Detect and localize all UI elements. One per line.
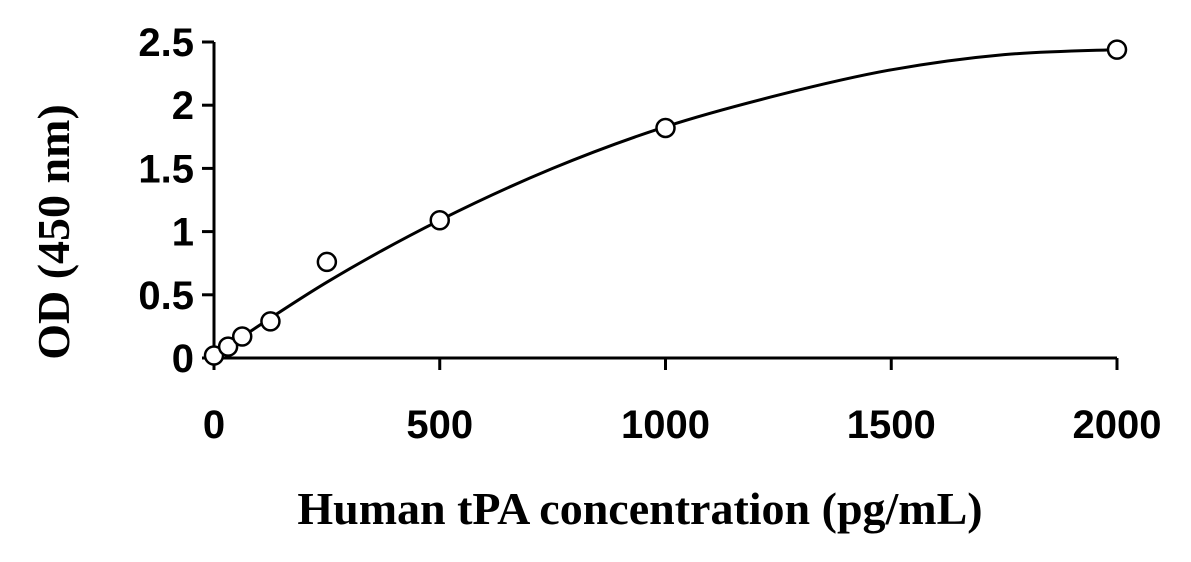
data-points-layer [203, 39, 1128, 366]
y-tick-label: 1.5 [138, 147, 194, 191]
data-point [316, 251, 338, 273]
tick-labels-layer: 0 0.5 1 1.5 2 2.5 0 500 1000 1500 2000 [138, 21, 1161, 447]
y-tick-label: 1 [172, 211, 194, 255]
y-tick-label: 2 [172, 84, 194, 128]
y-tick-label: 0 [172, 337, 194, 381]
y-axis-title: OD (450 nm) [28, 104, 79, 360]
x-tick-label: 1000 [621, 403, 710, 447]
data-point [217, 336, 239, 357]
y-tick-label: 2.5 [138, 21, 194, 65]
y-tick-label: 0.5 [138, 274, 194, 318]
x-tick-label: 0 [203, 403, 225, 447]
x-tick-label: 2000 [1073, 403, 1162, 447]
x-axis-title: Human tPA concentration (pg/mL) [297, 483, 982, 534]
data-point [260, 311, 281, 332]
data-point [655, 117, 676, 139]
fit-curve-line [213, 48, 1118, 357]
fit-curve-layer [213, 48, 1118, 357]
data-point [231, 326, 253, 347]
data-point [1106, 39, 1128, 60]
x-tick-label: 500 [406, 403, 473, 447]
x-tick-label: 1500 [847, 403, 936, 447]
data-point [429, 209, 450, 231]
axes [202, 40, 1119, 370]
